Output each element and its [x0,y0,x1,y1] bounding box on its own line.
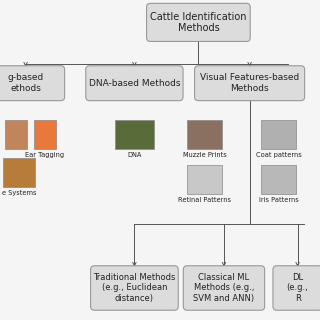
Text: Cattle Identification
Methods: Cattle Identification Methods [150,12,247,33]
Text: DNA-based Methods: DNA-based Methods [89,79,180,88]
FancyBboxPatch shape [147,3,250,41]
Text: Muzzle Prints: Muzzle Prints [183,152,227,158]
Text: DL
(e.g.,
R: DL (e.g., R [287,273,308,303]
FancyBboxPatch shape [183,266,265,310]
Bar [261,120,296,149]
FancyBboxPatch shape [91,266,178,310]
Text: Iris Patterns: Iris Patterns [259,197,298,203]
Text: Coat patterns: Coat patterns [256,152,301,158]
FancyBboxPatch shape [273,266,320,310]
Text: Ear Tagging: Ear Tagging [25,152,64,158]
Text: g-based
ethods: g-based ethods [7,74,44,93]
Text: Classical ML
Methods (e.g.,
SVM and ANN): Classical ML Methods (e.g., SVM and ANN) [193,273,255,303]
Bar [261,165,296,194]
Bar [187,120,222,149]
Text: Traditional Methods
(e.g., Euclidean
distance): Traditional Methods (e.g., Euclidean dis… [93,273,176,303]
Text: Visual Features-based
Methods: Visual Features-based Methods [200,74,299,93]
Bar [34,120,56,149]
Bar [5,120,27,149]
FancyBboxPatch shape [0,66,65,100]
FancyBboxPatch shape [195,66,305,100]
FancyBboxPatch shape [86,66,183,100]
Text: DNA: DNA [127,152,141,158]
Bar [3,158,35,187]
Bar [187,165,222,194]
Bar [115,120,154,149]
Text: e Systems: e Systems [2,190,36,196]
Text: Retinal Patterns: Retinal Patterns [178,197,231,203]
